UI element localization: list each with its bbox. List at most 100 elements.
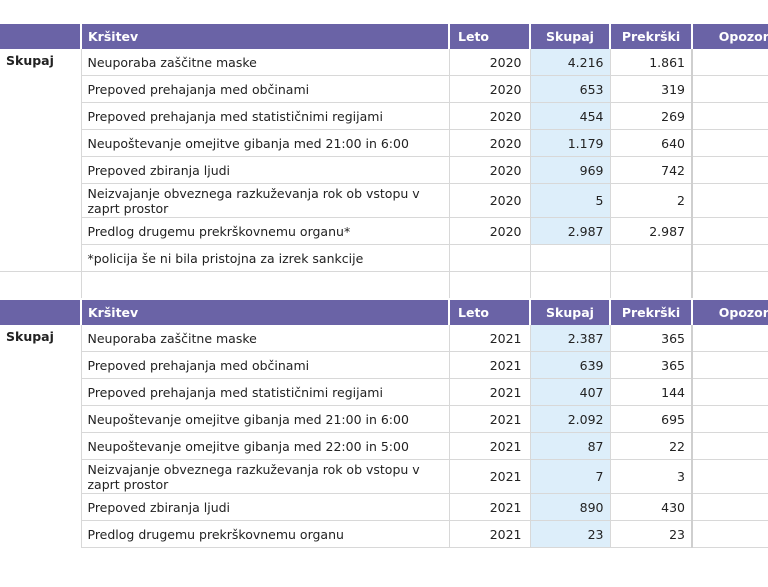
cell-total: 890: [530, 493, 611, 521]
cell-year: 2020: [449, 49, 531, 76]
cell-year: 2020: [449, 183, 531, 218]
cell-year: 2021: [449, 405, 531, 433]
table-header: Kršitev Leto Skupaj Prekrški Opozori: [0, 300, 768, 325]
cell-year: 2021: [449, 493, 531, 521]
cell-year: 2021: [449, 351, 531, 379]
cell-year: 2021: [449, 325, 531, 352]
cell-total: 407: [530, 378, 611, 406]
cell-total: 87: [530, 432, 611, 460]
cell-prekrski: 144: [610, 378, 693, 406]
cell-total: 454: [530, 102, 611, 130]
cell-total: 2.987: [530, 217, 611, 245]
cell-total: 7: [530, 459, 611, 494]
footnote-empty-cell: [530, 244, 611, 272]
cell-opozorila: [692, 129, 768, 157]
header-leto: Leto: [449, 300, 531, 325]
table-row: Neupoštevanje omejitve gibanja med 21:00…: [0, 405, 768, 433]
cell-opozorila: [692, 520, 768, 548]
cell-name: Neizvajanje obveznega razkuževanja rok o…: [81, 183, 450, 218]
footnote-text: *policija še ni bila pristojna za izrek …: [81, 244, 450, 272]
table-row: Neizvajanje obveznega razkuževanja rok o…: [0, 459, 768, 494]
cell-name: Prepoved prehajanja med občinami: [81, 75, 450, 103]
table-row: Predlog drugemu prekrškovnemu organu* 20…: [0, 217, 768, 245]
cell-opozorila: [692, 217, 768, 245]
footnote-empty-cell: [449, 244, 531, 272]
cell-opozorila: [692, 183, 768, 218]
cell-total: 5: [530, 183, 611, 218]
cell-prekrski: 365: [610, 325, 693, 352]
cell-opozorila: [692, 432, 768, 460]
cell-name: Predlog drugemu prekrškovnemu organu*: [81, 217, 450, 245]
cell-year: 2021: [449, 459, 531, 494]
cell-name: Prepoved prehajanja med občinami: [81, 351, 450, 379]
cell-total: 2.387: [530, 325, 611, 352]
cell-opozorila: [692, 156, 768, 184]
table-row: Neizvajanje obveznega razkuževanja rok o…: [0, 183, 768, 218]
cell-opozorila: [692, 351, 768, 379]
table-2021: Kršitev Leto Skupaj Prekrški Opozori Sku…: [0, 300, 768, 548]
cell-prekrski: 23: [610, 520, 693, 548]
cell-total: 2.092: [530, 405, 611, 433]
table-row: Neupoštevanje omejitve gibanja med 21:00…: [0, 129, 768, 157]
cell-opozorila: [692, 102, 768, 130]
cell-total: 969: [530, 156, 611, 184]
header-blank: [0, 300, 82, 325]
spacer-cell: [610, 271, 693, 298]
cell-opozorila: [692, 459, 768, 494]
cell-prekrski: 695: [610, 405, 693, 433]
header-prekrski: Prekrški: [610, 300, 693, 325]
cell-prekrski: 1.861: [610, 49, 693, 76]
cell-total: 23: [530, 520, 611, 548]
header-opozorila: Opozori: [692, 300, 768, 325]
header-kristev: Kršitev: [81, 24, 450, 49]
header-leto: Leto: [449, 24, 531, 49]
cell-name: Neupoštevanje omejitve gibanja med 21:00…: [81, 405, 450, 433]
cell-year: 2020: [449, 217, 531, 245]
cell-year: 2021: [449, 520, 531, 548]
table-row: Skupaj Neuporaba zaščitne maske 2020 4.2…: [0, 49, 768, 245]
cell-opozorila: [692, 493, 768, 521]
table-row: Prepoved prehajanja med občinami 2021 63…: [0, 351, 768, 379]
cell-year: 2021: [449, 378, 531, 406]
cell-year: 2020: [449, 102, 531, 130]
cell-total: 4.216: [530, 49, 611, 76]
cell-prekrski: 3: [610, 459, 693, 494]
cell-year: 2020: [449, 75, 531, 103]
table-2020: Kršitev Leto Skupaj Prekrški Opozori Sku…: [0, 24, 768, 298]
table-row: Prepoved prehajanja med statističnimi re…: [0, 102, 768, 130]
cell-year: 2020: [449, 156, 531, 184]
cell-name: Prepoved zbiranja ljudi: [81, 493, 450, 521]
footnote-empty-cell: [692, 244, 768, 272]
spacer-cell: [530, 271, 611, 298]
cell-opozorila: [692, 75, 768, 103]
cell-opozorila: 1: [692, 405, 768, 433]
cell-name: Neupoštevanje omejitve gibanja med 21:00…: [81, 129, 450, 157]
group-label: Skupaj: [0, 49, 82, 245]
table-row: Prepoved prehajanja med statističnimi re…: [0, 378, 768, 406]
table-row: Predlog drugemu prekrškovnemu organu 202…: [0, 520, 768, 548]
cell-year: 2021: [449, 432, 531, 460]
cell-opozorila: 2: [692, 325, 768, 352]
cell-name: Predlog drugemu prekrškovnemu organu: [81, 520, 450, 548]
header-blank: [0, 24, 82, 49]
cell-name: Prepoved prehajanja med statističnimi re…: [81, 102, 450, 130]
cell-opozorila: 2: [692, 49, 768, 76]
footnote-blank: [0, 244, 82, 272]
spacer-cell: [692, 272, 768, 299]
cell-prekrski: 365: [610, 351, 693, 379]
spacer-row: [0, 271, 768, 299]
cell-prekrski: 269: [610, 102, 693, 130]
header-skupaj: Skupaj: [530, 24, 611, 49]
cell-year: 2020: [449, 129, 531, 157]
cell-name: Neizvajanje obveznega razkuževanja rok o…: [81, 459, 450, 494]
table-row: Prepoved zbiranja ljudi 2021 890 430: [0, 493, 768, 521]
cell-name: Prepoved prehajanja med statističnimi re…: [81, 378, 450, 406]
cell-prekrski: 319: [610, 75, 693, 103]
cell-name: Neuporaba zaščitne maske: [81, 325, 450, 352]
cell-prekrski: 22: [610, 432, 693, 460]
header-opozorila: Opozori: [692, 24, 768, 49]
table-header: Kršitev Leto Skupaj Prekrški Opozori: [0, 24, 768, 49]
cell-prekrski: 640: [610, 129, 693, 157]
header-prekrski: Prekrški: [610, 24, 693, 49]
header-kristev: Kršitev: [81, 300, 450, 325]
